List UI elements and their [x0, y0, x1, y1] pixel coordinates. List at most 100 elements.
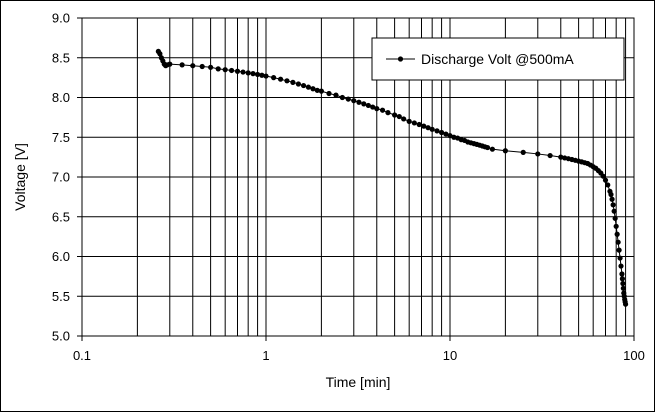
y-axis-label: Voltage [V] [12, 143, 28, 211]
data-point [370, 104, 376, 110]
data-point [611, 208, 617, 214]
data-point [240, 69, 246, 75]
data-point [271, 75, 277, 81]
y-tick-label: 9.0 [52, 11, 70, 26]
y-tick-label: 5.0 [52, 329, 70, 344]
x-tick-label: 1 [262, 348, 269, 363]
data-point [295, 81, 301, 87]
legend: Discharge Volt @500mA [371, 37, 625, 81]
data-point [190, 63, 196, 69]
y-tick-label: 7.0 [52, 170, 70, 185]
y-tick-label: 7.5 [52, 130, 70, 145]
data-point [215, 66, 221, 72]
y-tick-label: 8.5 [52, 50, 70, 65]
data-point [284, 78, 290, 84]
data-point [396, 113, 402, 120]
y-axis-ticks: 5.0 5.5 6.0 6.5 7.0 7.5 8.0 8.5 9.0 [52, 11, 82, 344]
data-point [620, 280, 626, 287]
data-point [250, 71, 256, 77]
series-discharge-volt [155, 48, 629, 307]
x-tick-label: 10 [443, 348, 457, 363]
data-point [602, 177, 609, 183]
data-point [502, 148, 508, 154]
data-point [547, 152, 553, 159]
data-point [520, 149, 526, 155]
data-point [616, 247, 622, 253]
data-point [179, 62, 185, 68]
data-point [619, 276, 626, 282]
data-point [622, 301, 629, 307]
data-point [558, 154, 564, 160]
data-point [401, 116, 407, 122]
y-tick-label: 6.0 [52, 249, 70, 264]
data-point [385, 110, 391, 116]
data-point [618, 263, 624, 269]
data-point [361, 101, 367, 107]
data-point [612, 215, 618, 221]
data-point [600, 173, 606, 179]
x-tick-label: 100 [623, 348, 645, 363]
data-point [613, 223, 619, 229]
data-point [167, 61, 173, 67]
x-tick-label: 0.1 [73, 348, 91, 363]
data-point [259, 72, 265, 78]
data-point [305, 84, 311, 90]
legend-marker [397, 56, 404, 62]
data-point [318, 88, 324, 94]
data-point [345, 96, 351, 102]
y-tick-label: 5.5 [52, 289, 70, 304]
data-point [326, 90, 332, 97]
data-point [263, 73, 269, 79]
data-point [277, 76, 284, 82]
data-point [290, 79, 296, 85]
x-axis-ticks: 0.1 1 10 100 [73, 336, 645, 363]
data-point [610, 202, 616, 208]
x-axis-label: Time [min] [326, 374, 391, 390]
data-point [300, 82, 307, 89]
data-point [484, 144, 491, 151]
data-point [615, 239, 621, 245]
data-point [447, 133, 453, 139]
data-point [421, 123, 427, 129]
data-point [425, 125, 431, 131]
data-point [356, 99, 362, 105]
data-point [379, 107, 386, 113]
data-point [609, 196, 615, 202]
data-point [199, 63, 205, 70]
data-point [157, 51, 163, 57]
data-point [234, 68, 241, 74]
data-point [608, 191, 614, 198]
y-tick-label: 8.0 [52, 90, 70, 105]
data-point [228, 67, 235, 74]
data-point [614, 231, 620, 237]
data-point [535, 151, 541, 157]
data-point [438, 129, 445, 136]
data-point [314, 87, 320, 93]
data-point [254, 71, 261, 78]
y-tick-label: 6.5 [52, 209, 70, 224]
data-point [310, 86, 316, 92]
data-point [208, 64, 214, 70]
data-point [411, 120, 417, 126]
data-point [392, 112, 398, 118]
data-point [429, 126, 435, 132]
data-point [333, 92, 339, 98]
data-point [489, 146, 495, 152]
data-point [619, 271, 625, 277]
data-point [620, 285, 626, 291]
data-point [416, 121, 422, 128]
data-point [617, 255, 623, 261]
data-point [605, 182, 611, 188]
data-point [351, 98, 357, 104]
data-point [434, 128, 440, 134]
data-point [245, 70, 251, 76]
data-point [222, 67, 228, 73]
legend-entry-label: Discharge Volt @500mA [421, 51, 574, 67]
data-point [406, 118, 412, 124]
data-point [365, 102, 371, 109]
data-point [374, 106, 380, 112]
data-point [443, 131, 449, 137]
data-point [339, 94, 345, 101]
